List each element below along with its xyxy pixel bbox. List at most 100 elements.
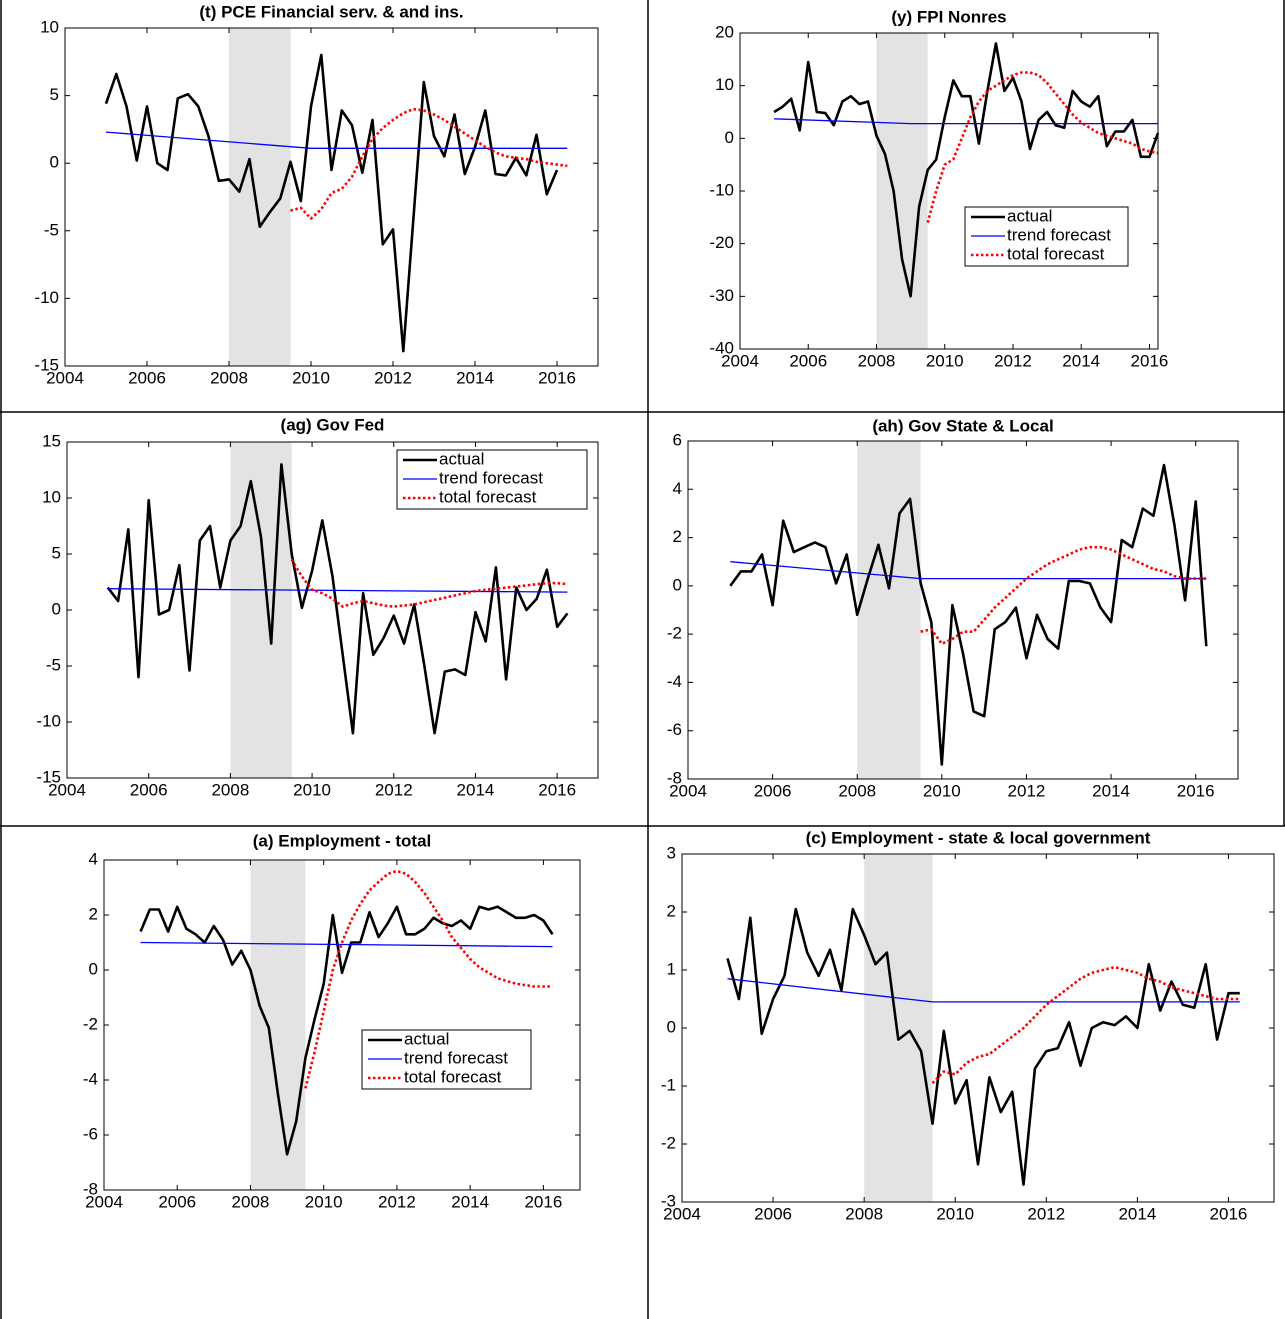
x-tick-label: 2012 (374, 368, 412, 387)
series-line (290, 107, 568, 220)
x-tick-label: 2012 (1008, 781, 1046, 800)
x-tick-label: 2016 (538, 780, 576, 799)
x-tick-label: 2014 (457, 780, 495, 799)
x-tick-label: 2010 (926, 351, 964, 370)
x-tick-label: 2008 (845, 1204, 883, 1223)
y-tick-label: 0 (673, 575, 682, 594)
x-tick-label: 2010 (292, 368, 330, 387)
recession-band (230, 442, 292, 778)
y-tick-label: 6 (673, 430, 682, 449)
y-tick-label: -3 (661, 1191, 676, 1210)
y-tick-label: 4 (89, 849, 98, 868)
y-tick-label: 0 (667, 1017, 676, 1036)
y-tick-label: 4 (673, 479, 682, 498)
plot-frame (64, 27, 599, 367)
x-tick-label: 2014 (451, 1192, 489, 1211)
series-line (304, 869, 553, 1089)
x-tick-label: 2004 (663, 1204, 701, 1223)
x-tick-label: 2008 (232, 1192, 270, 1211)
legend-label: trend forecast (404, 1048, 508, 1067)
x-tick-label: 2006 (754, 781, 792, 800)
y-tick-label: 20 (715, 22, 734, 41)
x-tick-label: 2010 (936, 1204, 974, 1223)
series-line (107, 588, 568, 593)
recession-band (857, 441, 921, 779)
x-tick-label: 2006 (754, 1204, 792, 1223)
y-tick-label: -4 (667, 672, 682, 691)
legend-label: trend forecast (439, 468, 543, 487)
series-line (140, 941, 553, 948)
y-tick-label: -20 (709, 233, 734, 252)
y-tick-label: -6 (667, 720, 682, 739)
legend-label: total forecast (439, 487, 537, 506)
x-tick-label: 2016 (1177, 781, 1215, 800)
recession-band (876, 33, 928, 349)
y-tick-label: 15 (42, 431, 61, 450)
series-line (139, 905, 554, 1156)
y-tick-label: -1 (661, 1075, 676, 1094)
y-tick-label: -15 (36, 767, 61, 786)
series-line (726, 907, 1240, 1186)
series-line (773, 42, 1160, 298)
series-line (931, 965, 1240, 1085)
y-tick-label: -40 (709, 338, 734, 357)
y-tick-label: -8 (83, 1179, 98, 1198)
x-tick-label: 2016 (538, 368, 576, 387)
y-tick-label: 10 (42, 487, 61, 506)
series-line (730, 561, 1207, 580)
legend-label: total forecast (1007, 244, 1105, 263)
x-tick-label: 2014 (456, 368, 494, 387)
y-tick-label: 1 (667, 959, 676, 978)
x-tick-label: 2004 (46, 368, 84, 387)
y-tick-label: -4 (83, 1069, 98, 1088)
series-line (105, 131, 568, 149)
y-tick-label: -2 (83, 1014, 98, 1033)
x-tick-label: 2004 (669, 781, 707, 800)
series-line (920, 545, 1207, 646)
y-tick-label: 0 (52, 599, 61, 618)
x-tick-label: 2006 (130, 780, 168, 799)
chart-title: (a) Employment - total (253, 831, 432, 850)
series-line (290, 558, 568, 608)
x-tick-label: 2016 (1131, 351, 1169, 370)
x-tick-label: 2006 (158, 1192, 196, 1211)
x-tick-label: 2010 (293, 780, 331, 799)
y-tick-label: -5 (44, 220, 59, 239)
series-line (926, 71, 1159, 223)
plot-frame (687, 440, 1239, 780)
recession-band (864, 854, 933, 1202)
x-tick-label: 2016 (524, 1192, 562, 1211)
y-tick-label: -2 (661, 1133, 676, 1152)
y-tick-label: 5 (52, 543, 61, 562)
series-line (727, 978, 1240, 1003)
plot-frame (103, 859, 581, 1191)
x-tick-label: 2012 (378, 1192, 416, 1211)
legend-label: total forecast (404, 1067, 502, 1086)
y-tick-label: -8 (667, 768, 682, 787)
plot-frame (681, 853, 1275, 1203)
x-tick-label: 2012 (375, 780, 413, 799)
series-line (106, 463, 569, 735)
chart-title: (ag) Gov Fed (281, 415, 385, 434)
chart-title: (y) FPI Nonres (891, 7, 1006, 26)
x-tick-label: 2014 (1092, 781, 1130, 800)
legend-label: actual (404, 1029, 449, 1048)
x-tick-label: 2004 (85, 1192, 123, 1211)
y-tick-label: 0 (89, 959, 98, 978)
y-tick-label: -10 (34, 288, 59, 307)
y-tick-label: -2 (667, 624, 682, 643)
legend-label: actual (439, 449, 484, 468)
legend-label: actual (1007, 206, 1052, 225)
y-tick-label: -10 (709, 180, 734, 199)
x-tick-label: 2008 (210, 368, 248, 387)
y-tick-label: 2 (673, 527, 682, 546)
chart-title: (ah) Gov State & Local (872, 416, 1053, 435)
plot-frame (739, 32, 1159, 350)
recession-band (250, 860, 306, 1190)
x-tick-label: 2012 (994, 351, 1032, 370)
legend-label: trend forecast (1007, 225, 1111, 244)
